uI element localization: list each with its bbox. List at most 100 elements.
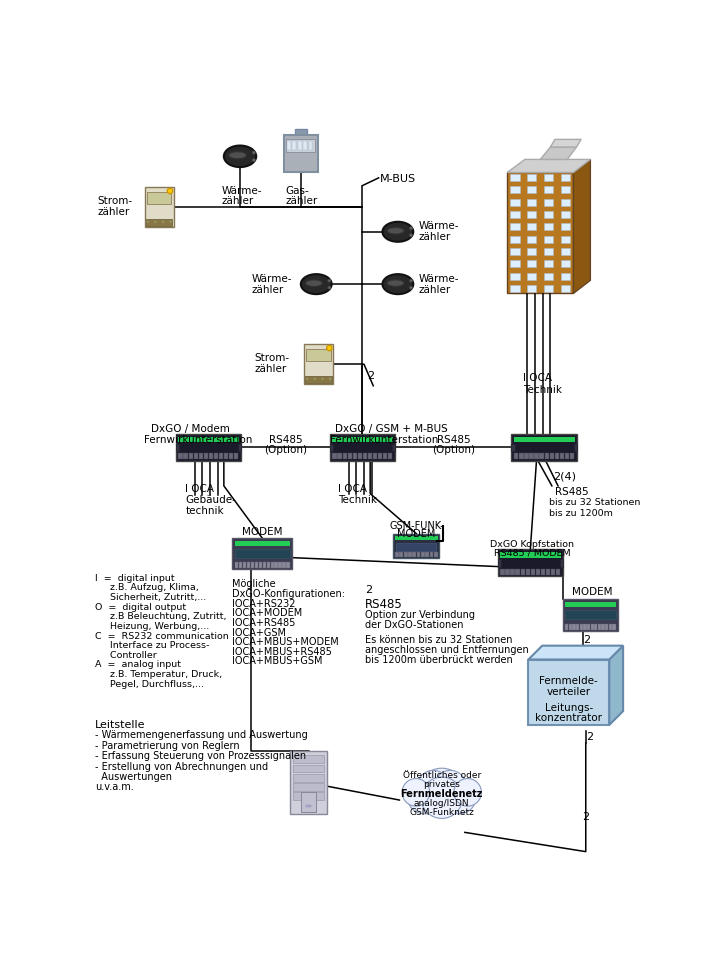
Text: IOCA+MBUS+GSM: IOCA+MBUS+GSM bbox=[232, 656, 322, 667]
Bar bbox=[561, 261, 570, 267]
Bar bbox=[358, 453, 362, 459]
Circle shape bbox=[328, 286, 331, 289]
Text: zähler: zähler bbox=[419, 285, 451, 295]
Text: - Erstellung von Abrechnungen und: - Erstellung von Abrechnungen und bbox=[95, 762, 268, 771]
Bar bbox=[544, 248, 554, 255]
Text: analog/ISDN: analog/ISDN bbox=[414, 798, 470, 807]
Text: IOCA+RS232: IOCA+RS232 bbox=[232, 599, 295, 609]
Bar bbox=[239, 562, 242, 568]
Bar bbox=[204, 453, 208, 459]
Bar bbox=[498, 549, 563, 577]
Bar bbox=[286, 562, 290, 568]
Circle shape bbox=[154, 221, 156, 223]
Text: - Parametrierung von Reglern: - Parametrierung von Reglern bbox=[95, 740, 240, 751]
Bar bbox=[584, 624, 587, 630]
Text: 2(4): 2(4) bbox=[554, 472, 576, 482]
Bar bbox=[146, 219, 172, 226]
Bar bbox=[561, 223, 570, 231]
Text: RS485: RS485 bbox=[365, 598, 402, 611]
Bar bbox=[397, 543, 437, 550]
Text: IOCA+MBUS+MODEM: IOCA+MBUS+MODEM bbox=[232, 638, 338, 647]
Circle shape bbox=[313, 378, 316, 380]
Text: technik: technik bbox=[186, 506, 224, 516]
Bar bbox=[544, 199, 554, 205]
Text: 2: 2 bbox=[365, 585, 372, 595]
Circle shape bbox=[417, 768, 466, 817]
Text: Gebäude-: Gebäude- bbox=[186, 495, 236, 505]
Bar bbox=[536, 569, 540, 575]
Bar bbox=[368, 453, 372, 459]
Text: IOCA+RS485: IOCA+RS485 bbox=[232, 618, 295, 628]
Text: zähler: zähler bbox=[98, 206, 130, 217]
Circle shape bbox=[409, 234, 412, 236]
Text: I OCA: I OCA bbox=[338, 484, 367, 494]
Text: IOCA+MODEM: IOCA+MODEM bbox=[232, 609, 302, 618]
Bar bbox=[544, 272, 554, 279]
Bar bbox=[505, 569, 510, 575]
Bar bbox=[388, 453, 392, 459]
Circle shape bbox=[321, 378, 323, 380]
Circle shape bbox=[329, 378, 331, 380]
Bar bbox=[293, 793, 324, 800]
Bar bbox=[511, 186, 520, 193]
Circle shape bbox=[327, 345, 332, 351]
Bar bbox=[511, 285, 520, 292]
Text: IOCA+GSM: IOCA+GSM bbox=[232, 628, 285, 638]
Bar bbox=[561, 248, 570, 255]
Bar bbox=[594, 624, 597, 630]
Text: Auswertungen: Auswertungen bbox=[95, 772, 172, 782]
Text: konzentrator: konzentrator bbox=[536, 713, 602, 724]
Bar bbox=[176, 444, 179, 452]
Text: Wärme-: Wärme- bbox=[419, 221, 459, 232]
Circle shape bbox=[409, 286, 412, 289]
Circle shape bbox=[417, 770, 449, 801]
Bar bbox=[587, 624, 590, 630]
Text: zähler: zähler bbox=[255, 363, 287, 374]
Bar bbox=[527, 285, 536, 292]
Text: 2: 2 bbox=[583, 635, 590, 645]
Bar bbox=[330, 434, 395, 461]
Bar bbox=[561, 186, 570, 193]
Bar bbox=[511, 199, 520, 205]
Text: - Erfassung Steuerung von Prozesssignalen: - Erfassung Steuerung von Prozesssignale… bbox=[95, 751, 306, 762]
Bar bbox=[531, 569, 535, 575]
Bar bbox=[511, 223, 520, 231]
Bar bbox=[293, 783, 324, 791]
Bar bbox=[178, 437, 239, 443]
Bar bbox=[293, 756, 324, 763]
Bar bbox=[511, 174, 520, 181]
Bar bbox=[519, 453, 523, 459]
Bar bbox=[229, 453, 234, 459]
Text: Wärme-: Wärme- bbox=[222, 186, 262, 196]
Text: Wärme-: Wärme- bbox=[419, 274, 459, 284]
Bar bbox=[516, 569, 520, 575]
Circle shape bbox=[306, 378, 308, 380]
Circle shape bbox=[435, 770, 466, 801]
Bar bbox=[270, 562, 274, 568]
Bar bbox=[561, 211, 570, 218]
Bar bbox=[534, 453, 538, 459]
Bar bbox=[399, 552, 403, 557]
Bar bbox=[511, 569, 515, 575]
Text: (Option): (Option) bbox=[432, 446, 475, 455]
Bar bbox=[565, 602, 616, 607]
Bar bbox=[378, 453, 382, 459]
Text: Strom-: Strom- bbox=[255, 353, 290, 363]
Circle shape bbox=[167, 188, 173, 194]
Bar bbox=[527, 223, 536, 231]
Bar bbox=[556, 569, 561, 575]
Text: der DxGO-Stationen: der DxGO-Stationen bbox=[365, 620, 463, 630]
Text: C  =  RS232 communication: C = RS232 communication bbox=[95, 632, 229, 641]
Text: z.B Beleuchtung, Zutritt,: z.B Beleuchtung, Zutritt, bbox=[95, 612, 227, 621]
Text: Technik: Technik bbox=[338, 495, 377, 505]
Bar bbox=[404, 552, 407, 557]
Bar bbox=[609, 624, 612, 630]
Bar bbox=[425, 552, 429, 557]
Bar bbox=[526, 569, 530, 575]
Bar bbox=[147, 192, 171, 204]
Ellipse shape bbox=[382, 222, 413, 242]
Bar bbox=[238, 444, 241, 452]
Bar bbox=[392, 444, 395, 452]
Bar bbox=[514, 437, 574, 443]
Bar bbox=[429, 552, 433, 557]
